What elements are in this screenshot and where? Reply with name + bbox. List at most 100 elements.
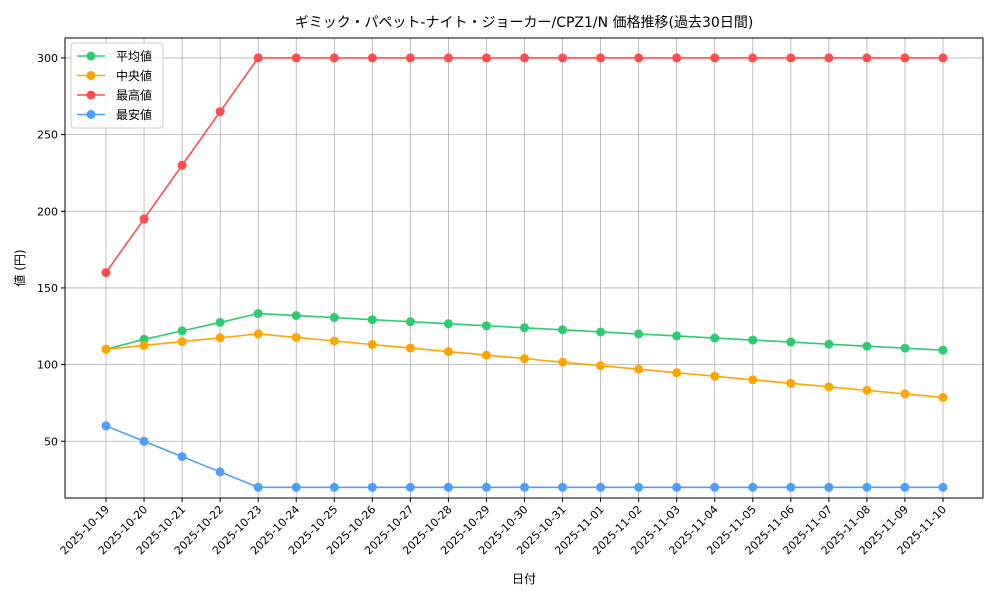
data-point <box>938 482 948 492</box>
data-point <box>215 333 225 343</box>
data-point <box>215 317 225 327</box>
data-point <box>329 313 339 323</box>
data-point <box>139 436 149 446</box>
series-2 <box>101 53 948 278</box>
data-point <box>634 329 644 339</box>
data-point <box>405 317 415 327</box>
data-point <box>215 467 225 477</box>
data-point <box>862 341 872 351</box>
data-point <box>481 482 491 492</box>
data-point <box>101 421 111 431</box>
data-point <box>291 482 301 492</box>
data-point <box>786 482 796 492</box>
data-point <box>786 337 796 347</box>
data-point <box>786 53 796 63</box>
legend-label: 中央値 <box>116 68 152 83</box>
data-point <box>405 482 415 492</box>
data-point <box>786 378 796 388</box>
data-point <box>634 364 644 374</box>
y-tick-label: 50 <box>44 435 58 448</box>
data-point <box>367 315 377 325</box>
data-point <box>824 53 834 63</box>
data-point <box>329 53 339 63</box>
data-point <box>139 214 149 224</box>
data-point <box>558 325 568 335</box>
data-point <box>481 321 491 331</box>
series-3 <box>101 421 948 492</box>
data-point <box>329 482 339 492</box>
y-tick-label: 150 <box>37 282 58 295</box>
data-point <box>520 482 529 492</box>
data-point <box>367 482 377 492</box>
y-tick-label: 300 <box>37 52 58 65</box>
data-point <box>520 53 529 63</box>
grid <box>65 38 983 498</box>
series-group <box>101 53 948 492</box>
data-point <box>291 311 301 321</box>
data-point <box>938 53 948 63</box>
data-point <box>481 53 491 63</box>
data-point <box>291 53 301 63</box>
data-point <box>938 392 948 402</box>
data-point <box>405 343 415 353</box>
series-0 <box>101 309 948 355</box>
data-point <box>215 107 225 117</box>
data-point <box>253 53 263 63</box>
data-point <box>900 389 910 399</box>
data-point <box>443 482 453 492</box>
legend-label: 最安値 <box>116 107 152 122</box>
legend-marker <box>86 51 96 61</box>
data-point <box>253 309 263 319</box>
legend-marker <box>86 71 96 80</box>
data-point <box>824 339 834 349</box>
data-point <box>481 350 491 360</box>
data-point <box>862 53 872 63</box>
legend-box <box>70 42 164 129</box>
legend-label: 最高値 <box>116 88 152 103</box>
data-point <box>596 361 606 371</box>
data-point <box>824 482 834 492</box>
data-point <box>710 371 720 381</box>
y-tick-label: 100 <box>37 359 58 372</box>
data-point <box>634 482 644 492</box>
data-point <box>443 53 453 63</box>
y-tick-labels: 50 100 150 200 250 300 <box>37 52 65 448</box>
data-point <box>596 327 606 337</box>
data-point <box>101 268 111 278</box>
data-point <box>938 345 948 355</box>
data-point <box>558 53 568 63</box>
plot-frame <box>64 37 984 499</box>
chart-title: ギミック・パペット-ナイト・ジョーカー/CPZ1/N 価格推移(過去30日間) <box>295 15 754 31</box>
data-point <box>748 375 758 385</box>
data-point <box>520 323 529 333</box>
data-point <box>596 482 606 492</box>
data-point <box>634 53 644 63</box>
data-point <box>291 332 301 342</box>
data-point <box>710 482 720 492</box>
data-point <box>672 53 682 63</box>
data-point <box>748 335 758 345</box>
data-point <box>177 452 187 462</box>
data-point <box>405 53 415 63</box>
data-point <box>520 354 529 364</box>
data-point <box>672 331 682 341</box>
data-point <box>862 482 872 492</box>
y-tick-label: 200 <box>37 205 58 218</box>
x-axis-label: 日付 <box>512 572 536 586</box>
data-point <box>443 319 453 329</box>
legend-marker <box>86 90 96 100</box>
data-point <box>710 53 720 63</box>
data-point <box>862 385 872 395</box>
data-point <box>367 340 377 350</box>
data-point <box>900 53 910 63</box>
data-point <box>177 326 187 336</box>
data-point <box>596 53 606 63</box>
data-point <box>253 482 263 492</box>
data-point <box>824 382 834 392</box>
data-point <box>177 160 187 170</box>
data-point <box>900 482 910 492</box>
data-point <box>672 368 682 378</box>
series-1 <box>101 329 948 402</box>
